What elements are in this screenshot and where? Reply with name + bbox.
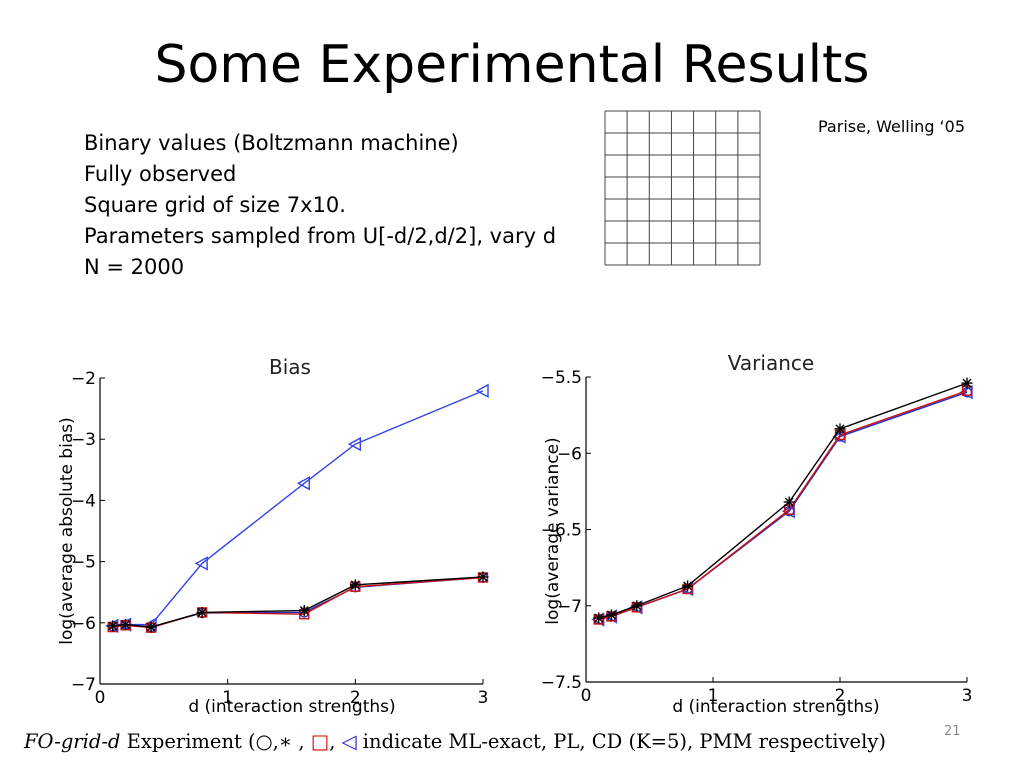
series-line	[598, 391, 968, 621]
star-stroke	[683, 581, 693, 591]
bias-chart: Bias −2 −3 −4 −5 −6 −70 1 2 3 d (interaction stren…	[57, 355, 489, 717]
chart-title: Variance	[728, 351, 814, 375]
star-marker	[961, 377, 973, 389]
triangle-marker	[475, 383, 489, 399]
star-stroke	[146, 622, 156, 632]
star-marker	[349, 579, 361, 591]
caption-text: ,	[292, 730, 311, 753]
star-stroke	[632, 601, 642, 611]
x-tick-label: 1	[222, 688, 233, 708]
triangle-marker	[194, 556, 208, 571]
star-stroke	[835, 424, 845, 434]
x-tick-label: 0	[581, 686, 592, 706]
series-line	[598, 391, 968, 621]
series-triangle-left	[591, 385, 973, 627]
slide-title: Some Experimental Results	[154, 35, 870, 95]
star-marker	[196, 606, 208, 618]
variance-chart: Variance −5.5 −6 −6.5 −7 −7.50 1 2 3 d (interacti…	[541, 351, 973, 717]
y-tick-label: −2	[71, 369, 96, 389]
x-axis-label: d (interaction strengths)	[672, 697, 879, 717]
caption-experiment-name: FO-grid-d	[24, 730, 121, 753]
series-line	[598, 390, 968, 621]
star-stroke	[606, 610, 616, 620]
star-stroke	[108, 621, 118, 631]
bullet-list: Binary values (Boltzmann machine) Fully …	[84, 128, 556, 283]
star-stroke	[299, 606, 309, 616]
series-star	[593, 377, 973, 624]
grid-figure	[604, 110, 761, 266]
star-stroke	[478, 572, 488, 582]
x-tick-label: 1	[708, 686, 719, 706]
series-triangle-left	[105, 383, 489, 634]
triangle-marker	[296, 476, 310, 491]
y-tick-label: −5.5	[541, 368, 582, 388]
star-marker	[605, 609, 617, 621]
x-tick-label: 2	[835, 686, 846, 706]
series-square	[593, 385, 973, 625]
y-tick-label: −6	[557, 444, 582, 464]
chart-title: Bias	[269, 355, 311, 379]
star-marker	[834, 423, 846, 435]
star-stroke	[121, 620, 131, 630]
bullet-item: Parameters sampled from U[-d/2,d/2], var…	[84, 224, 557, 248]
star-marker	[145, 621, 157, 633]
bullet-item: Binary values (Boltzmann machine)	[84, 131, 459, 155]
star-marker	[682, 580, 694, 592]
series-line	[112, 576, 484, 628]
star-marker	[783, 496, 795, 508]
y-tick-label: −6.5	[541, 521, 582, 541]
series-circle	[593, 387, 973, 625]
star-marker	[477, 571, 489, 583]
series-line	[112, 576, 484, 629]
star-marker	[120, 619, 132, 631]
y-tick-label: −4	[71, 491, 96, 511]
y-tick-label: −7	[557, 597, 582, 617]
y-axis-label: log(average absolute bias)	[57, 417, 77, 644]
caption-symbol-pmm: ◁	[341, 730, 357, 753]
series-line	[598, 382, 968, 619]
series-line	[112, 576, 484, 628]
y-tick-label: −6	[71, 614, 96, 634]
caption-text: indicate ML-exact, PL, CD (K=5), PMM res…	[356, 730, 886, 753]
x-axis-label: d (interaction strengths)	[188, 697, 395, 717]
star-stroke	[594, 613, 604, 623]
y-tick-label: −3	[71, 430, 96, 450]
y-tick-label: −7.5	[541, 673, 582, 693]
caption-text: ,	[329, 730, 342, 753]
y-tick-label: −5	[71, 553, 96, 573]
x-tick-label: 3	[478, 688, 489, 708]
star-stroke	[350, 580, 360, 590]
star-stroke	[197, 607, 207, 617]
slide-number: 21	[944, 724, 961, 739]
x-tick-label: 3	[962, 686, 973, 706]
star-marker	[107, 620, 119, 632]
star-marker	[298, 605, 310, 617]
y-tick-label: −7	[71, 675, 96, 695]
y-axis-label: log(average variance)	[543, 437, 563, 624]
figure-caption: FO-grid-d Experiment (○,∗ , □, ◁ indicat…	[24, 730, 1020, 753]
bullet-item: N = 2000	[84, 255, 185, 279]
charts-area: Bias−2−3−4−5−6−70 1 2 3d (interaction stren…	[57, 351, 973, 717]
x-tick-label: 0	[95, 688, 106, 708]
star-marker	[593, 612, 605, 624]
x-tick-label: 2	[350, 688, 361, 708]
bullet-item: Fully observed	[84, 162, 237, 186]
caption-symbols-ml-pl: ○,∗	[255, 730, 293, 753]
bullet-item: Square grid of size 7x10.	[84, 193, 346, 217]
caption-symbol-cd: □	[310, 730, 330, 753]
star-stroke	[784, 497, 794, 507]
star-stroke	[962, 378, 972, 388]
series-line	[112, 390, 484, 627]
triangle-marker	[347, 436, 362, 452]
caption-text: Experiment (	[120, 730, 256, 753]
series-star	[107, 571, 489, 633]
citation: Parise, Welling ‘05	[818, 117, 965, 136]
star-marker	[631, 600, 643, 612]
